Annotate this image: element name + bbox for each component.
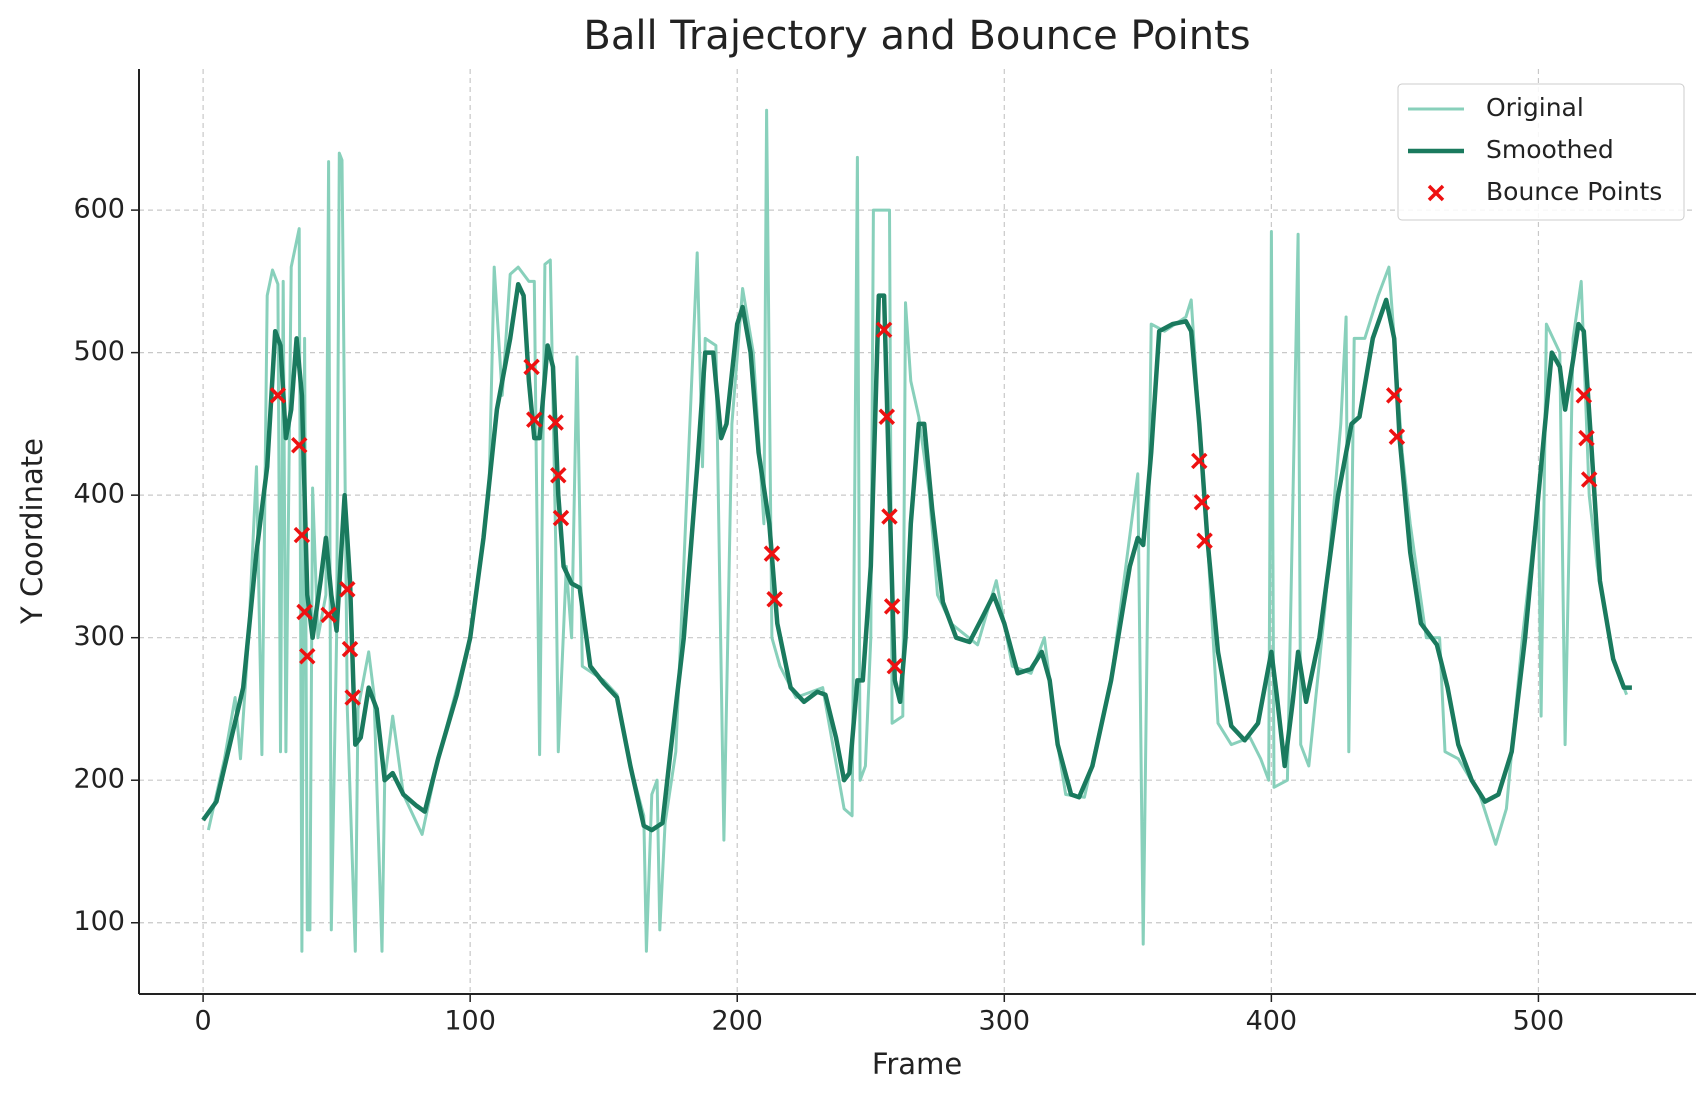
bounce-point xyxy=(878,408,896,426)
bounce-point xyxy=(763,545,781,562)
bounce-point xyxy=(526,411,543,428)
bounce-point xyxy=(269,387,287,404)
bounce-point xyxy=(875,321,893,339)
x-axis-label: Frame xyxy=(872,1047,962,1081)
bounce-point xyxy=(1385,387,1403,404)
bounce-point xyxy=(1388,428,1406,445)
legend-label: Original xyxy=(1486,93,1584,122)
x-tick-label: 100 xyxy=(444,1006,496,1037)
y-tick-label: 400 xyxy=(73,479,125,510)
x-tick-label: 0 xyxy=(195,1006,212,1037)
bounce-point xyxy=(341,640,359,658)
legend-label: Bounce Points xyxy=(1486,177,1662,206)
bounce-point xyxy=(1578,429,1595,447)
x-tick-label: 400 xyxy=(1246,1006,1298,1037)
legend-label: Smoothed xyxy=(1486,135,1614,164)
bounce-point xyxy=(1196,532,1213,550)
y-tick-label: 300 xyxy=(73,621,125,652)
bounce-point xyxy=(552,509,570,527)
bounce-point xyxy=(299,647,316,665)
legend-box xyxy=(1397,83,1685,221)
x-tick-label: 200 xyxy=(711,1006,763,1037)
bounce-point xyxy=(1580,471,1598,488)
bounce-point xyxy=(883,598,901,615)
bounce-point xyxy=(1191,452,1208,470)
bounce-point xyxy=(550,466,567,484)
bounce-point xyxy=(547,414,564,431)
bounce-point xyxy=(523,358,540,376)
y-axis-label: Y Coordinate xyxy=(15,438,49,625)
x-tick-label: 300 xyxy=(979,1006,1031,1037)
bounce-point xyxy=(1193,494,1211,511)
bounce-point xyxy=(291,437,308,454)
x-tick-label: 500 xyxy=(1513,1006,1565,1037)
y-tick-label: 600 xyxy=(73,194,125,225)
bounce-point xyxy=(886,657,904,675)
bounce-point xyxy=(766,590,783,608)
y-tick-label: 100 xyxy=(73,906,125,937)
line-0 xyxy=(206,108,1629,953)
bounce-point xyxy=(339,580,356,598)
legend: Original Smoothed Bounce Points xyxy=(1397,83,1685,221)
y-tick-label: 200 xyxy=(73,764,125,795)
bounce-point xyxy=(881,508,898,525)
legend-swatch xyxy=(1427,184,1445,202)
bounce-point xyxy=(293,526,311,544)
bounce-point xyxy=(1575,387,1593,404)
bounce-point xyxy=(344,689,361,706)
chart-title: Ball Trajectory and Bounce Points xyxy=(583,13,1250,59)
bounce-point xyxy=(320,606,337,624)
line-1 xyxy=(201,281,1632,833)
y-tick-label: 500 xyxy=(73,336,125,367)
bounce-point xyxy=(296,603,313,621)
